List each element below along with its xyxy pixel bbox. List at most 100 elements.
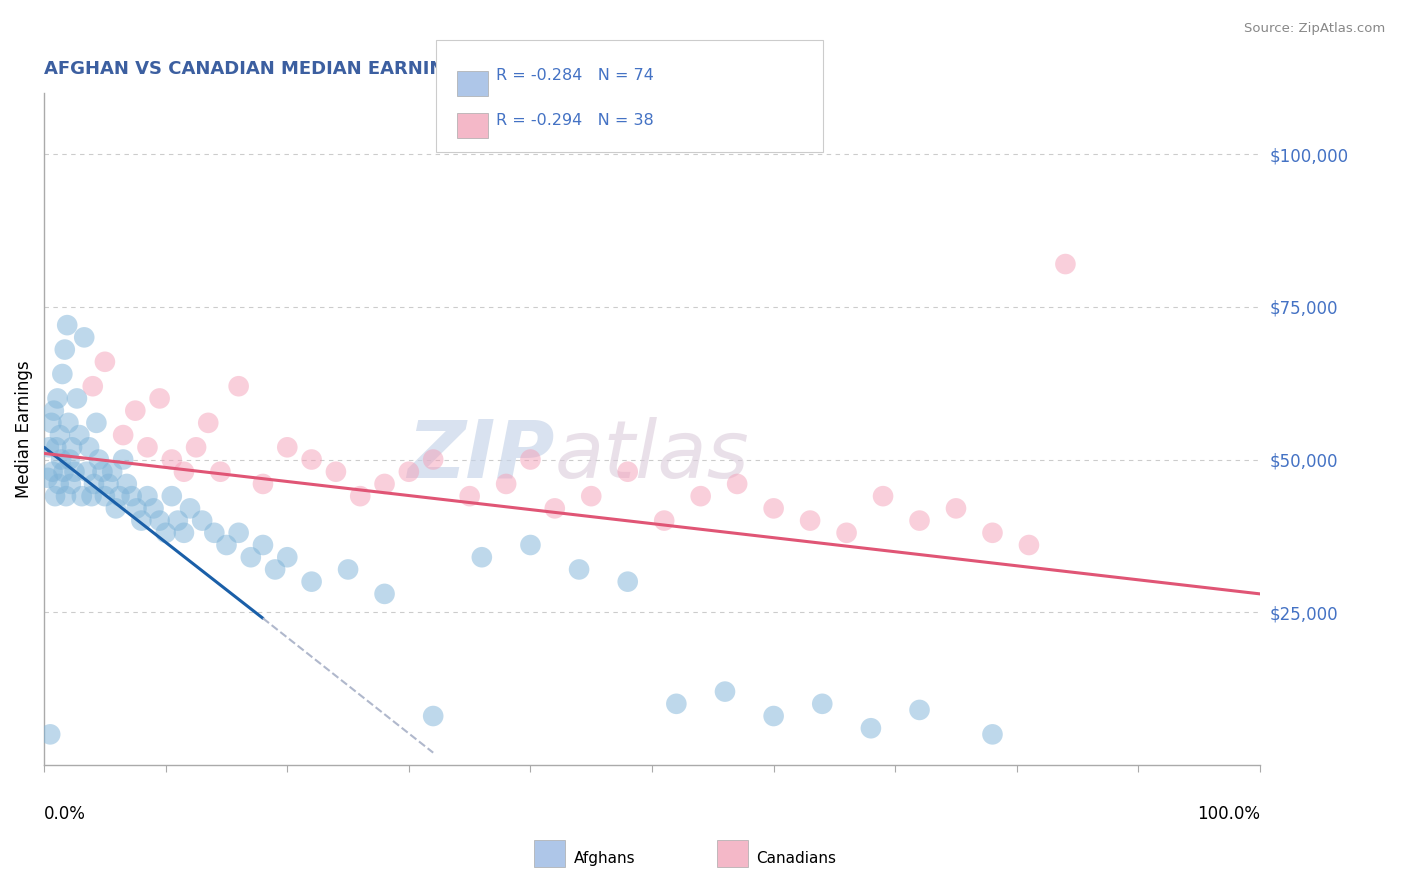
Point [301, 574, 323, 589]
Point [714, 684, 737, 698]
Text: ZIP: ZIP [408, 417, 555, 495]
Point [46, 392, 69, 406]
Point [59, 452, 82, 467]
Point [87, 452, 110, 467]
Point [762, 709, 785, 723]
Point [49, 452, 72, 467]
Point [519, 452, 541, 467]
Point [422, 452, 444, 467]
Point [155, 525, 177, 540]
Point [665, 697, 688, 711]
Point [115, 477, 138, 491]
Text: 100.0%: 100.0% [1197, 805, 1260, 822]
Point [209, 465, 232, 479]
Point [38, 440, 60, 454]
Point [60, 440, 83, 454]
Point [94, 355, 117, 369]
Point [981, 525, 1004, 540]
Point [136, 489, 159, 503]
Point [197, 416, 219, 430]
Point [104, 501, 127, 516]
Point [67, 428, 90, 442]
Point [799, 514, 821, 528]
Point [981, 727, 1004, 741]
Point [66, 392, 89, 406]
Point [495, 477, 517, 491]
Point [55, 489, 77, 503]
Point [337, 562, 360, 576]
Point [252, 477, 274, 491]
Text: Source: ZipAtlas.com: Source: ZipAtlas.com [1244, 22, 1385, 36]
Point [835, 525, 858, 540]
Point [42, 403, 65, 417]
Point [239, 550, 262, 565]
Point [73, 330, 96, 344]
Point [124, 403, 146, 417]
Point [149, 392, 172, 406]
Y-axis label: Median Earnings: Median Earnings [15, 360, 32, 498]
Point [616, 574, 638, 589]
Point [53, 343, 76, 357]
Point [568, 562, 591, 576]
Point [45, 440, 67, 454]
Point [39, 727, 62, 741]
Point [142, 501, 165, 516]
Point [91, 465, 114, 479]
Point [762, 501, 785, 516]
Point [166, 514, 188, 528]
Point [97, 477, 120, 491]
Point [112, 452, 135, 467]
Point [374, 587, 396, 601]
Point [725, 477, 748, 491]
Text: 0.0%: 0.0% [44, 805, 86, 822]
Text: Afghans: Afghans [574, 851, 636, 865]
Point [652, 514, 675, 528]
Point [41, 416, 63, 430]
Point [191, 514, 214, 528]
Point [202, 525, 225, 540]
Point [82, 379, 104, 393]
Point [184, 440, 207, 454]
Point [121, 489, 143, 503]
Point [125, 501, 148, 516]
Point [276, 440, 298, 454]
Point [173, 465, 195, 479]
Point [458, 489, 481, 503]
Point [859, 721, 882, 735]
Point [49, 428, 72, 442]
Point [1018, 538, 1040, 552]
Point [70, 489, 93, 503]
Point [160, 489, 183, 503]
Point [228, 379, 250, 393]
Point [215, 538, 238, 552]
Point [228, 525, 250, 540]
Point [301, 452, 323, 467]
Point [51, 367, 73, 381]
Point [149, 514, 172, 528]
Point [131, 514, 153, 528]
Point [173, 525, 195, 540]
Text: atlas: atlas [555, 417, 749, 495]
Point [37, 471, 59, 485]
Point [76, 465, 98, 479]
Point [908, 703, 931, 717]
Point [252, 538, 274, 552]
Point [544, 501, 567, 516]
Point [616, 465, 638, 479]
Point [48, 477, 70, 491]
Point [945, 501, 967, 516]
Point [112, 428, 135, 442]
Point [41, 465, 63, 479]
Point [56, 318, 79, 333]
Point [86, 416, 108, 430]
Point [422, 709, 444, 723]
Text: R = -0.294   N = 38: R = -0.294 N = 38 [496, 113, 654, 128]
Point [160, 452, 183, 467]
Point [83, 477, 105, 491]
Point [471, 550, 494, 565]
Point [108, 489, 131, 503]
Point [908, 514, 931, 528]
Point [136, 440, 159, 454]
Point [1054, 257, 1077, 271]
Point [374, 477, 396, 491]
